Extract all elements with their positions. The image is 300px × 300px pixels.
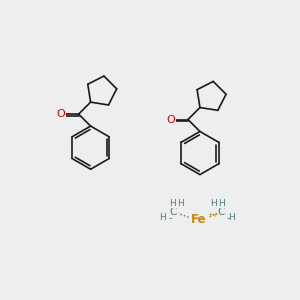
Text: O: O (56, 109, 65, 119)
Text: C: C (218, 207, 225, 217)
Text: H: H (160, 213, 167, 222)
Text: -: - (168, 214, 172, 224)
Text: C: C (169, 207, 177, 217)
Text: H: H (169, 199, 176, 208)
Text: ++: ++ (207, 212, 219, 218)
Text: H: H (210, 199, 217, 208)
Text: H: H (218, 199, 225, 208)
Text: H: H (228, 213, 235, 222)
Text: Fe: Fe (191, 213, 206, 226)
Text: H: H (177, 199, 184, 208)
Text: -: - (227, 214, 230, 224)
Text: O: O (166, 115, 175, 124)
